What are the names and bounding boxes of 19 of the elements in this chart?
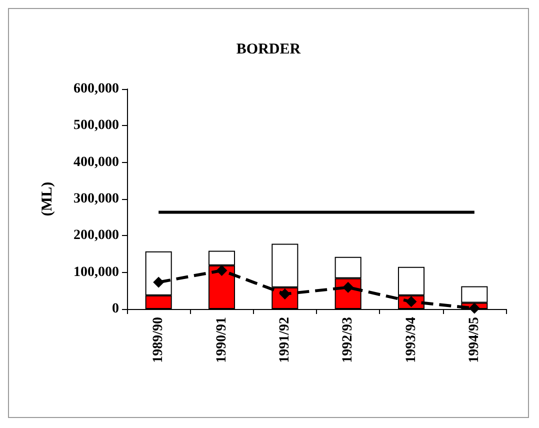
x-tick-label: 1994/95 xyxy=(466,317,482,363)
x-tick-label: 1993/94 xyxy=(404,317,419,363)
x-tick-label: 1990/91 xyxy=(214,317,230,363)
point xyxy=(468,302,480,314)
y-axis-title: (ML) xyxy=(40,182,56,216)
y-tick-label: 200,000 xyxy=(74,228,119,244)
y-tick-label: 0 xyxy=(112,302,119,316)
chart-title: BORDER xyxy=(236,42,301,58)
y-tick-label: 100,000 xyxy=(74,264,119,280)
point xyxy=(342,282,354,293)
x-tick-label: 1989/90 xyxy=(151,317,166,363)
x-tick-label: 1992/93 xyxy=(340,317,356,363)
point xyxy=(153,276,164,288)
point xyxy=(216,265,228,276)
x-tick-label: 1991/92 xyxy=(277,317,292,363)
y-tick-label: 600,000 xyxy=(74,82,119,96)
y-tick-label: 500,000 xyxy=(74,118,119,134)
y-tick-label: 300,000 xyxy=(74,192,119,206)
y-tick-label: 400,000 xyxy=(74,154,119,170)
